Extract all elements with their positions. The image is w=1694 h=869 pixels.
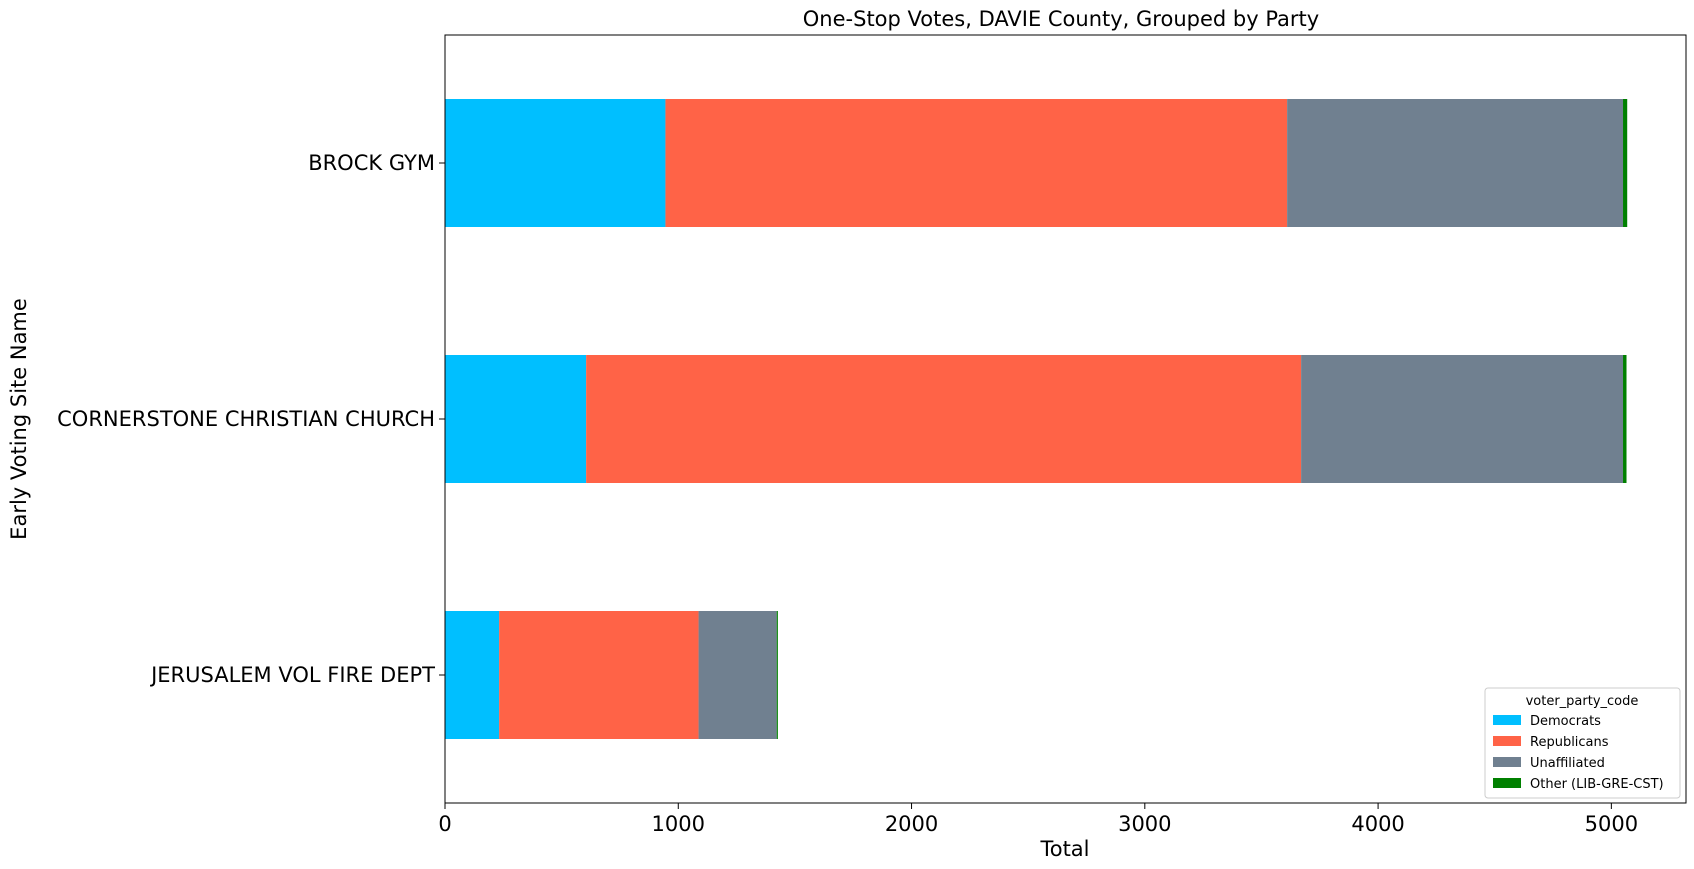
legend-frame	[1484, 687, 1681, 799]
legend-label-unaffiliated: Unaffiliated	[1530, 756, 1605, 771]
x-tick-label: 3000	[1118, 812, 1171, 836]
bar-jerusalem-vol-fire-dept-democrats	[445, 611, 500, 739]
bar-cornerstone-christian-church-democrats	[445, 355, 587, 483]
bar-brock-gym-other-lib-gre-cst	[1623, 99, 1628, 227]
x-axis-label: Total	[1039, 837, 1089, 861]
bar-cornerstone-christian-church-unaffiliated	[1301, 355, 1624, 483]
bar-jerusalem-vol-fire-dept-unaffiliated	[698, 611, 777, 739]
x-tick-label: 4000	[1351, 812, 1404, 836]
x-tick-label: 0	[438, 812, 451, 836]
x-tick-label: 1000	[652, 812, 705, 836]
legend-label-other-lib-gre-cst: Other (LIB-GRE-CST)	[1530, 777, 1664, 792]
x-tick-label: 5000	[1585, 812, 1638, 836]
legend-swatch-democrats	[1493, 715, 1521, 725]
y-axis-ticks: BROCK GYM CORNERSTONE CHRISTIAN CHURCH JER…	[57, 151, 445, 687]
chart-title: One-Stop Votes, DAVIE County, Grouped by…	[803, 7, 1319, 31]
bar-brock-gym-democrats	[445, 99, 666, 227]
legend-swatch-unaffiliated	[1493, 757, 1521, 767]
bar-cornerstone-christian-church-other-lib-gre-cst	[1623, 355, 1627, 483]
legend-title: voter_party_code	[1526, 694, 1639, 709]
y-tick-label: CORNERSTONE CHRISTIAN CHURCH	[57, 407, 435, 431]
x-tick-label: 2000	[885, 812, 938, 836]
legend-label-democrats: Democrats	[1530, 714, 1601, 729]
legend-label-republicans: Republicans	[1530, 735, 1609, 750]
y-tick-label: JERUSALEM VOL FIRE DEPT	[149, 663, 435, 687]
bar-cornerstone-christian-church-republicans	[586, 355, 1302, 483]
bar-jerusalem-vol-fire-dept-republicans	[499, 611, 699, 739]
legend-swatch-other-lib-gre-cst	[1493, 778, 1521, 788]
legend: voter_party_code Democrats Republicans Una…	[1484, 687, 1681, 799]
y-tick-label: BROCK GYM	[308, 151, 435, 175]
x-axis-ticks: 0 1000 2000 3000 4000 5000	[438, 803, 1638, 836]
legend-swatch-republicans	[1493, 736, 1521, 746]
bar-jerusalem-vol-fire-dept-other-lib-gre-cst	[776, 611, 778, 739]
bar-brock-gym-republicans	[665, 99, 1288, 227]
bars-group	[445, 99, 1628, 739]
y-axis-label: Early Voting Site Name	[7, 298, 31, 540]
bar-brock-gym-unaffiliated	[1287, 99, 1624, 227]
